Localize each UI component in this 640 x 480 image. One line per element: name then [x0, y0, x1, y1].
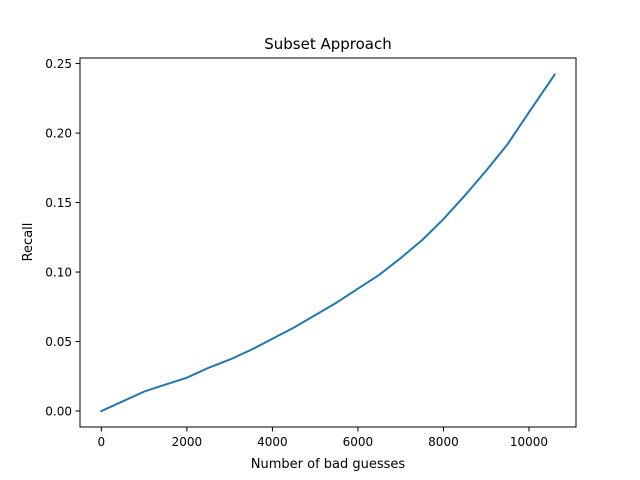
x-tick-label: 0 [98, 435, 106, 449]
x-axis-ticks: 0 2000 4000 6000 8000 10000 [98, 427, 548, 449]
x-tick-label: 6000 [343, 435, 374, 449]
y-tick-label: 0.00 [45, 405, 72, 419]
x-tick-label: 8000 [428, 435, 459, 449]
y-axis-ticks: 0.00 0.05 0.10 0.15 0.20 0.25 [45, 57, 80, 419]
y-tick-label: 0.10 [45, 266, 72, 280]
y-tick-label: 0.05 [45, 335, 72, 349]
y-tick-label: 0.25 [45, 57, 72, 71]
x-tick-label: 4000 [257, 435, 288, 449]
y-tick-label: 0.15 [45, 196, 72, 210]
axes-frame [79, 57, 577, 428]
x-tick-label: 10000 [510, 435, 548, 449]
y-axis-label: Recall [21, 223, 36, 262]
y-tick-label: 0.20 [45, 127, 72, 141]
plot-lines [100, 73, 556, 413]
series-line-recall [100, 73, 556, 413]
chart-title: Subset Approach [264, 35, 392, 53]
x-axis-label: Number of bad guesses [251, 457, 406, 472]
x-tick-label: 2000 [172, 435, 203, 449]
